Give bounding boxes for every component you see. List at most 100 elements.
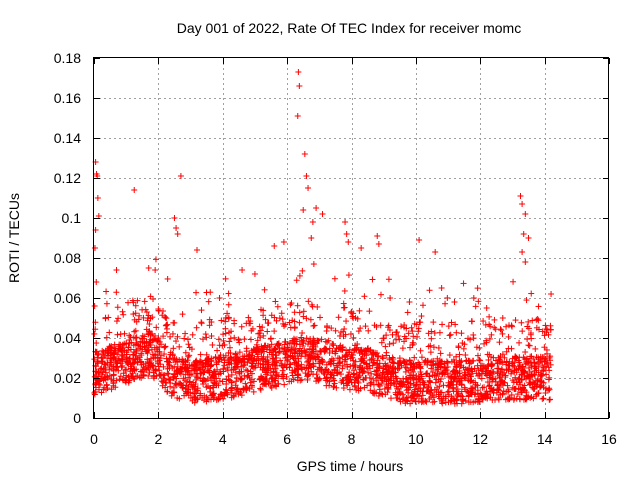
data-point	[497, 380, 504, 387]
data-point	[164, 358, 171, 365]
data-point	[215, 336, 222, 343]
data-point	[124, 360, 131, 367]
data-point	[475, 298, 482, 305]
data-point	[257, 327, 264, 334]
data-point	[513, 379, 520, 386]
data-point-outlier	[522, 259, 529, 265]
data-point	[483, 337, 490, 344]
data-point	[439, 321, 446, 328]
data-point	[205, 358, 212, 365]
data-point-outlier	[194, 247, 200, 253]
data-point-outlier	[387, 295, 394, 301]
data-point	[231, 320, 238, 327]
data-point	[328, 358, 335, 365]
data-point	[289, 338, 296, 345]
data-point	[474, 390, 481, 397]
data-point	[545, 331, 552, 338]
data-point	[456, 361, 463, 368]
data-point	[220, 337, 227, 344]
data-point	[393, 329, 400, 336]
data-point	[318, 348, 325, 355]
data-point	[528, 335, 535, 342]
data-point	[518, 386, 525, 393]
grid-layer	[94, 58, 609, 418]
data-point	[490, 386, 497, 393]
data-point	[126, 355, 133, 362]
data-point	[180, 382, 187, 389]
data-point-outlier	[91, 245, 98, 251]
data-point	[408, 372, 415, 379]
data-point	[512, 374, 519, 381]
data-point	[460, 280, 467, 287]
x-tick-label: 8	[348, 431, 356, 447]
data-point	[164, 388, 171, 395]
data-point	[194, 359, 201, 366]
data-point	[450, 384, 457, 391]
data-point	[503, 323, 510, 330]
data-point-outlier	[171, 215, 178, 221]
data-point	[413, 373, 420, 380]
data-point	[140, 364, 147, 371]
data-point	[393, 375, 400, 382]
data-point	[200, 381, 207, 388]
data-point	[503, 358, 510, 365]
data-point	[420, 385, 427, 392]
data-point	[449, 385, 456, 392]
data-point	[415, 325, 422, 332]
data-point	[486, 351, 493, 358]
data-point	[198, 307, 205, 314]
data-point	[505, 345, 512, 352]
data-point	[262, 380, 269, 387]
data-point	[286, 364, 293, 371]
data-point	[186, 352, 193, 359]
data-point	[424, 357, 431, 364]
data-point	[338, 329, 345, 336]
data-point	[504, 382, 511, 389]
data-point	[179, 364, 186, 371]
data-point	[417, 347, 424, 354]
data-point	[222, 352, 229, 359]
data-point	[488, 331, 495, 338]
data-point	[540, 366, 547, 373]
y-axis-label: ROTI / TECUs	[6, 193, 22, 283]
data-point	[91, 391, 98, 398]
data-point	[294, 302, 301, 309]
data-point	[356, 366, 363, 373]
data-point-outlier	[239, 267, 246, 273]
data-point	[289, 317, 296, 324]
data-point	[383, 366, 390, 373]
data-point	[245, 352, 252, 359]
data-point	[419, 302, 426, 309]
data-point	[334, 355, 341, 362]
data-point	[528, 330, 535, 337]
data-point	[371, 359, 378, 366]
data-point	[396, 355, 403, 362]
data-point	[156, 371, 163, 378]
data-point	[169, 389, 176, 396]
data-point	[116, 357, 123, 364]
data-point	[503, 348, 510, 355]
data-point	[502, 372, 509, 379]
data-point	[384, 324, 391, 331]
data-point	[293, 341, 300, 348]
data-point	[483, 368, 490, 375]
data-point	[108, 343, 115, 350]
data-point	[282, 321, 289, 328]
data-point	[518, 319, 525, 326]
data-point	[486, 388, 493, 395]
data-point	[221, 357, 228, 364]
x-tick-label: 0	[90, 431, 98, 447]
data-point	[356, 350, 363, 357]
data-point	[230, 393, 237, 400]
data-point	[161, 344, 168, 351]
data-point	[405, 389, 412, 396]
data-point	[348, 308, 355, 315]
data-point	[482, 321, 489, 328]
data-point	[444, 363, 451, 370]
data-point	[406, 357, 413, 364]
data-point	[342, 352, 349, 359]
y-tick-label: 0.02	[54, 370, 81, 386]
data-point	[541, 344, 548, 351]
data-point	[205, 361, 212, 368]
data-point	[402, 368, 409, 375]
